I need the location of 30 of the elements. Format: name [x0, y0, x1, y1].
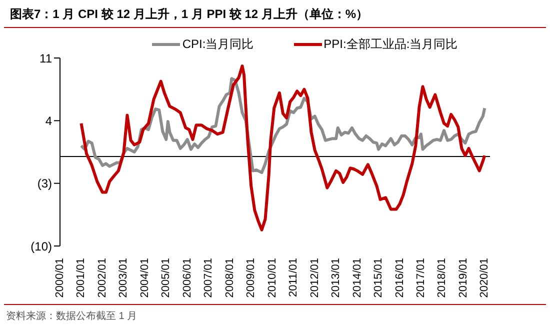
- y-tick-label: (3): [37, 176, 52, 191]
- x-tick-label: 2018/01: [436, 258, 448, 298]
- x-tick-label: 2015/01: [372, 258, 385, 298]
- x-tick-label: 2011/01: [288, 258, 300, 297]
- x-tick-label: 2006/01: [181, 258, 194, 298]
- line-series: [80, 64, 486, 232]
- text: 资料来源：数据公布截至 1 月: [6, 310, 138, 323]
- x-tick-label: 2001/01: [75, 258, 88, 298]
- chart-title: 图表7：1 月 CPI 较 12 月上升，1 月 PPI 较 12 月上升（单位：%）: [4, 0, 546, 28]
- x-tick-label: 2016/01: [394, 258, 406, 298]
- x-tick-label: 2014/01: [351, 258, 364, 298]
- x-tick-label: 2010/01: [266, 258, 278, 298]
- x-tick-label: 2000/01: [54, 258, 66, 298]
- x-tick-label: 2004/01: [138, 258, 151, 298]
- y-tick-label: 4: [45, 114, 52, 128]
- x-tick-label: 2019/01: [457, 258, 470, 298]
- x-tick-label: 2003/01: [118, 258, 130, 298]
- legend-label: PPI:全部工业品:当月同比: [324, 36, 458, 52]
- x-tick-label: 2009/01: [245, 258, 258, 298]
- y-tick-label: (10): [30, 239, 52, 254]
- x-tick-label: 2002/01: [96, 258, 108, 298]
- legend-label: CPI:当月同比: [182, 36, 254, 52]
- x-tick-label: 2008/01: [224, 258, 236, 298]
- x-tick-label: 2017/01: [414, 258, 427, 298]
- x-tick-label: 2020/01: [478, 258, 491, 298]
- x-tick-label: 2007/01: [202, 258, 215, 298]
- x-tick-label: 2005/01: [160, 258, 172, 298]
- y-tick-label: 11: [40, 51, 52, 66]
- x-tick-label: 2013/01: [330, 258, 342, 298]
- x-tick-label: 2012/01: [308, 258, 321, 298]
